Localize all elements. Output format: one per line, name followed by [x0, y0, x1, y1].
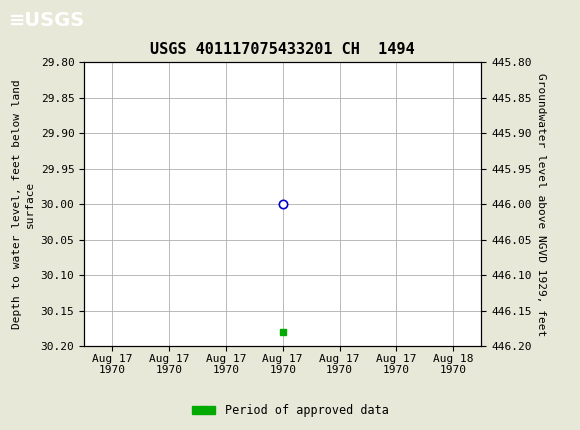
Title: USGS 401117075433201 CH  1494: USGS 401117075433201 CH 1494 — [150, 42, 415, 57]
Legend: Period of approved data: Period of approved data — [187, 399, 393, 422]
Y-axis label: Groundwater level above NGVD 1929, feet: Groundwater level above NGVD 1929, feet — [535, 73, 546, 336]
Y-axis label: Depth to water level, feet below land
surface: Depth to water level, feet below land su… — [12, 80, 35, 329]
Text: ≡USGS: ≡USGS — [9, 11, 85, 30]
